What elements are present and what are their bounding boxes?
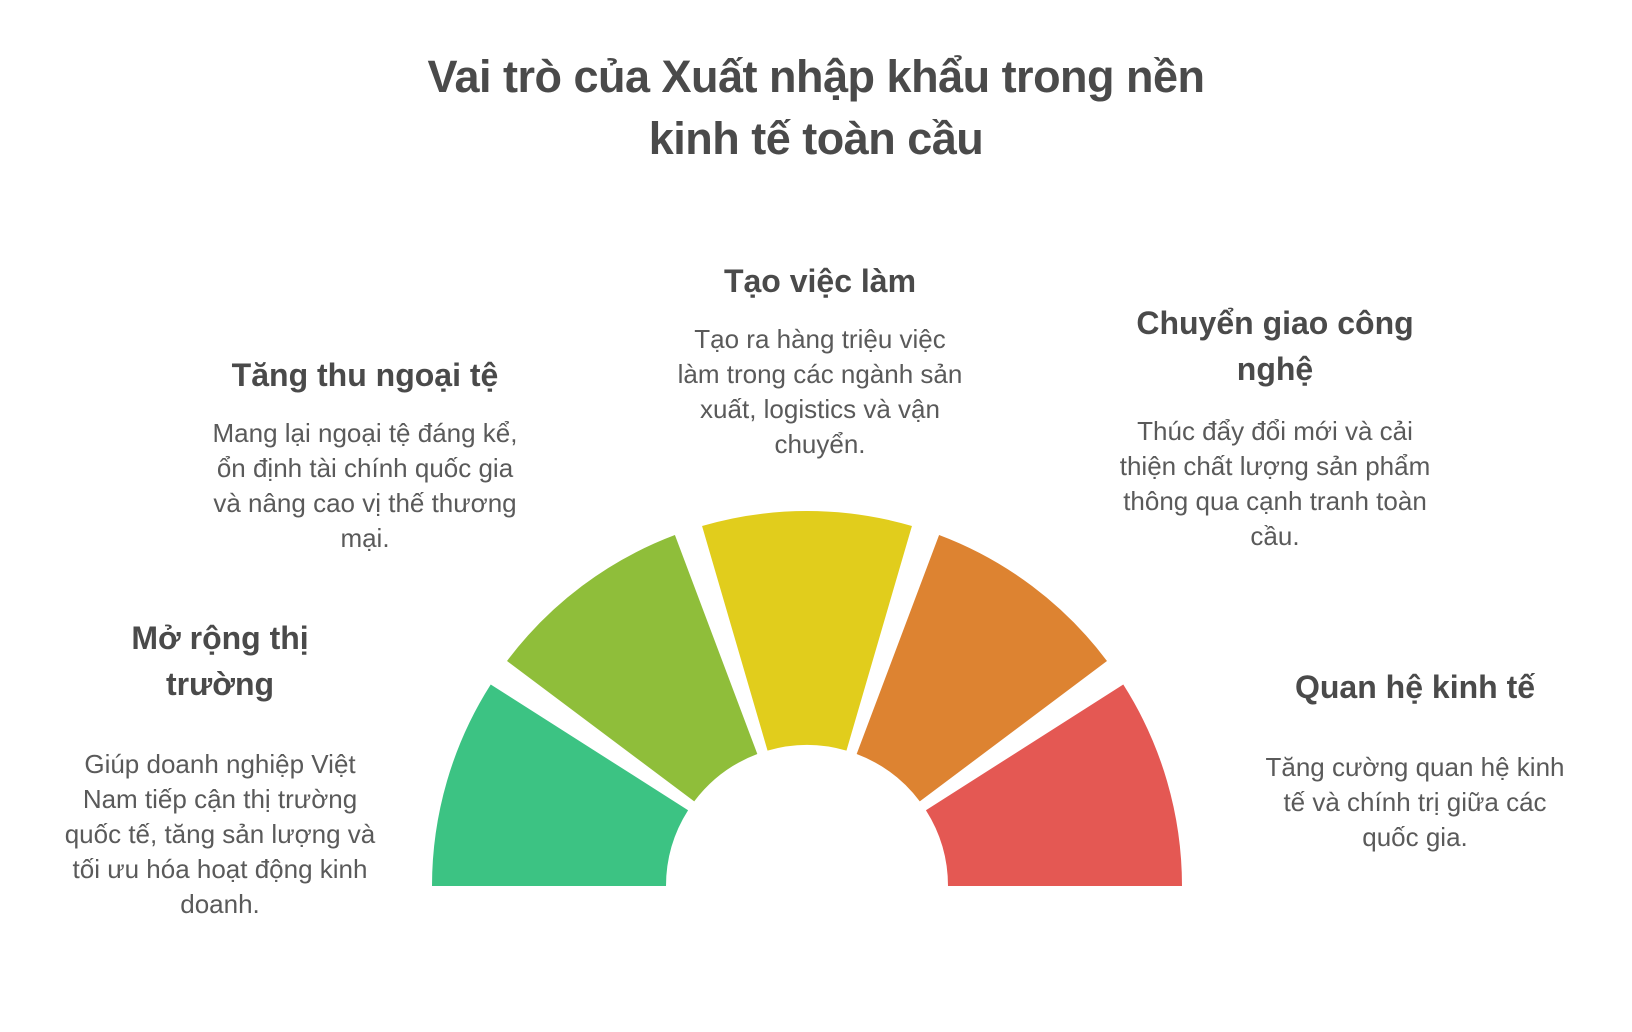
section-tang-thu-ngoai-te: Tăng thu ngoại tệ Mang lại ngoại tệ đáng… bbox=[170, 352, 560, 556]
section-mo-rong-thi-truong: Mở rộng thị trường Giúp doanh nghiệp Việ… bbox=[35, 615, 405, 922]
section-body: Tạo ra hàng triệu việc làm trong các ngà… bbox=[677, 324, 963, 459]
section-heading: Tạo việc làm bbox=[723, 263, 917, 299]
section-heading: Quan hệ kinh tế bbox=[1294, 669, 1536, 705]
section-chuyen-giao-cong-nghe: Chuyển giao công nghệ Thúc đẩy đổi mới v… bbox=[1080, 300, 1470, 554]
gauge-segment-chuyen-giao-cong-nghe bbox=[856, 535, 1107, 802]
section-heading: Tăng thu ngoại tệ bbox=[231, 357, 499, 393]
section-quan-he-kinh-te: Quan hệ kinh tế Tăng cường quan hệ kinh … bbox=[1215, 664, 1615, 855]
page-title: Vai trò của Xuất nhập khẩu trong nền kin… bbox=[0, 46, 1632, 170]
section-heading: Mở rộng thị trường bbox=[131, 620, 309, 702]
gauge-segment-mo-rong-thi-truong bbox=[432, 684, 689, 886]
gauge-segment-tang-thu-ngoai-te bbox=[507, 535, 758, 802]
section-body: Mang lại ngoại tệ đáng kể, ổn định tài c… bbox=[212, 418, 518, 553]
gauge-segments-group bbox=[432, 510, 1182, 886]
page-title-line-2: kinh tế toàn cầu bbox=[648, 113, 984, 164]
section-tao-viec-lam: Tạo việc làm Tạo ra hàng triệu việc làm … bbox=[660, 258, 980, 462]
gauge-segment-quan-he-kinh-te bbox=[925, 684, 1182, 886]
section-body: Thúc đẩy đổi mới và cải thiện chất lượng… bbox=[1119, 416, 1431, 551]
gauge-segment-tao-viec-lam bbox=[702, 510, 912, 751]
page-title-line-1: Vai trò của Xuất nhập khẩu trong nền bbox=[427, 51, 1205, 102]
section-heading: Chuyển giao công nghệ bbox=[1136, 305, 1414, 387]
section-body: Tăng cường quan hệ kinh tế và chính trị … bbox=[1265, 752, 1565, 852]
section-body: Giúp doanh nghiệp Việt Nam tiếp cận thị … bbox=[64, 749, 376, 919]
